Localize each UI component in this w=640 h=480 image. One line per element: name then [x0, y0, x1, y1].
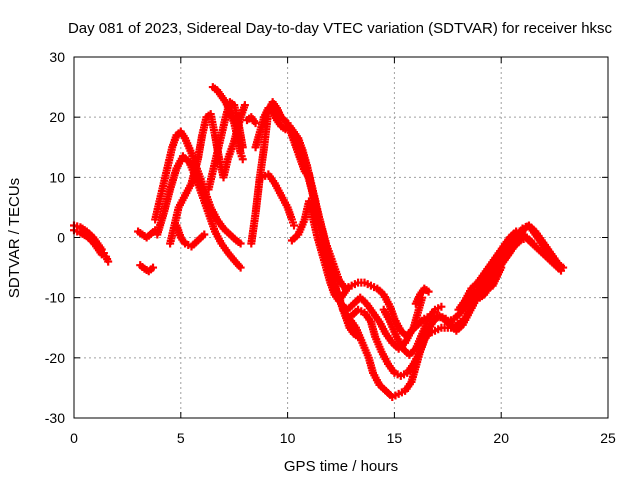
data-point: [104, 257, 113, 266]
x-tick-label: 15: [387, 430, 403, 446]
data-point: [529, 239, 538, 248]
x-tick-label: 20: [493, 430, 509, 446]
series-15: [257, 170, 299, 230]
data-point: [149, 263, 158, 272]
data-point: [424, 287, 433, 296]
data-marks: [70, 83, 568, 401]
data-point: [497, 263, 506, 272]
y-tick-label: 20: [49, 109, 65, 125]
y-axis-label: SDTVAR / TECUs: [6, 178, 23, 298]
data-point: [236, 263, 245, 272]
data-point: [251, 119, 260, 128]
data-point: [290, 221, 299, 230]
x-tick-label: 5: [177, 430, 185, 446]
series-9: [172, 221, 209, 251]
data-point: [97, 250, 106, 259]
series-22: [379, 302, 446, 359]
y-tick-label: -10: [45, 290, 65, 306]
data-point: [238, 155, 247, 164]
y-tick-label: 0: [57, 230, 65, 246]
data-point: [236, 239, 245, 248]
data-point: [200, 230, 209, 239]
data-point: [240, 101, 249, 110]
series-23: [411, 284, 433, 308]
chart-title: Day 081 of 2023, Sidereal Day-to-day VTE…: [68, 20, 613, 37]
series-27: [475, 263, 506, 302]
y-tick-label: -30: [45, 410, 65, 426]
x-tick-label: 0: [70, 430, 78, 446]
plot-frame: [73, 56, 609, 419]
series-5: [136, 261, 158, 276]
data-point: [238, 143, 247, 152]
x-tick-label: 25: [600, 430, 616, 446]
data-point: [557, 266, 566, 275]
series-26: [465, 233, 538, 308]
y-tick-label: -20: [45, 350, 65, 366]
y-tick-label: 30: [49, 49, 65, 65]
x-axis-label: GPS time / hours: [284, 458, 398, 475]
series-3: [102, 252, 113, 266]
x-tick-label: 10: [280, 430, 296, 446]
series-11: [204, 98, 247, 194]
series-14: [243, 113, 260, 128]
data-point: [437, 302, 446, 311]
series-7: [153, 152, 245, 272]
y-tick-label: 10: [49, 169, 65, 185]
axis-ticks: 0 5 10 15 20 25 -30 -20 -10 0 10 20 30: [45, 49, 616, 446]
